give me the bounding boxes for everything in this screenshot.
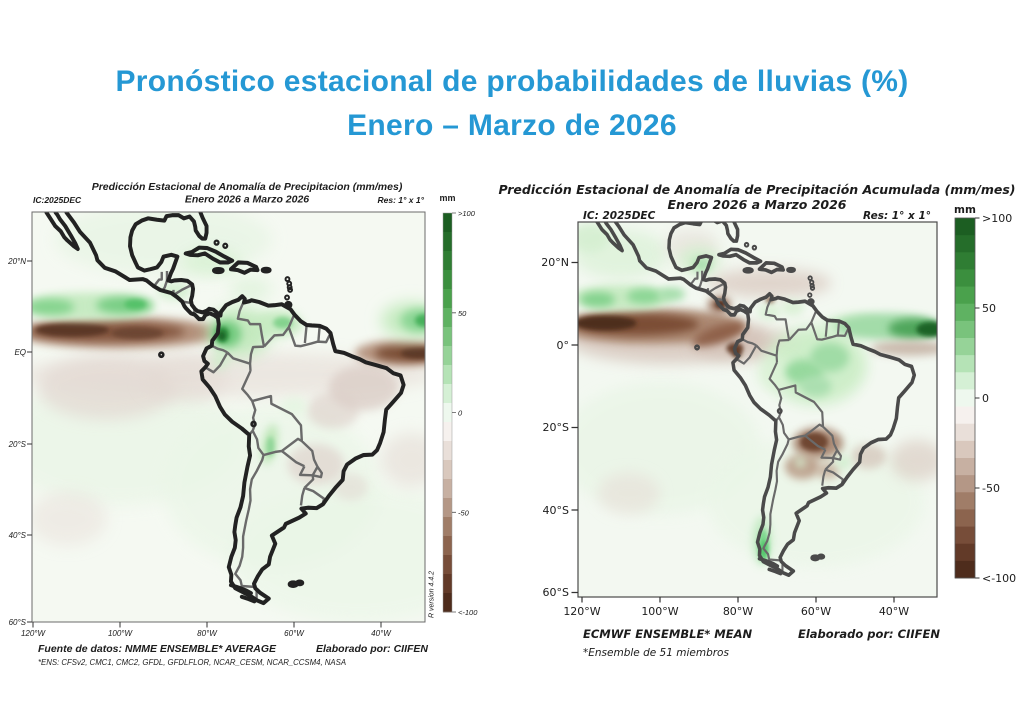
left-map-resolution-label: Res: 1° x 1° <box>378 195 425 205</box>
left-lat-tick: EQ <box>14 348 26 357</box>
left-lon-tick: 100°W <box>108 629 134 638</box>
right-colorbar-label: <-100 <box>982 572 1016 585</box>
right-lon-tick: 80°W <box>723 605 753 618</box>
left-lon-tick: 40°W <box>371 629 392 638</box>
left-source-label: Fuente de datos: NMME ENSEMBLE* AVERAGE <box>38 643 277 655</box>
right-lat-tick: 40°S <box>543 504 569 517</box>
right-ensemble-note: *Ensemble de 51 miembros <box>583 647 729 659</box>
right-map-resolution-label: Res: 1° x 1° <box>863 210 931 222</box>
right-colorbar: mm >100 50 0 -50 <-100 <box>954 204 1016 585</box>
right-map-title-line2: Enero 2026 a Marzo 2026 <box>668 197 847 212</box>
left-map-title-line2: Enero 2026 a Marzo 2026 <box>185 194 309 206</box>
left-map-frame <box>31 211 426 623</box>
right-colorbar-gradient <box>955 218 975 579</box>
left-colorbar: mm >100 50 0 -50 <-100 <box>439 193 478 617</box>
left-lat-tick: 40°S <box>9 531 27 540</box>
left-colorbar-ticks <box>452 212 456 613</box>
left-lat-tick: 20°S <box>8 440 27 449</box>
left-lat-tick: 60°S <box>9 618 27 627</box>
left-colorbar-unit: mm <box>439 193 455 203</box>
right-lon-tick: 100°W <box>641 605 678 618</box>
right-lon-tick: 60°W <box>801 605 831 618</box>
left-lat-tick: 20°N <box>7 257 26 266</box>
right-credit-label: Elaborado por: CIIFEN <box>798 627 940 641</box>
right-lat-tick: 0° <box>557 339 570 352</box>
left-colorbar-label: <-100 <box>458 608 478 617</box>
right-colorbar-label: 50 <box>982 302 996 315</box>
left-lon-tick: 60°W <box>284 629 305 638</box>
right-lat-tick: 20°N <box>541 256 569 269</box>
left-map-title-line1: Predicción Estacional de Anomalía de Pre… <box>92 181 403 193</box>
right-axis-tick-marks <box>571 261 895 603</box>
left-axis-tick-marks <box>27 260 382 628</box>
right-lon-tick: 40°W <box>879 605 909 618</box>
right-source-label: ECMWF ENSEMBLE* MEAN <box>583 627 753 641</box>
right-map-panel: Predicción Estacional de Anomalía de Pre… <box>498 182 1016 659</box>
r-version-label: R version 4.4.2 <box>429 571 436 618</box>
page-title-line2: Enero – Marzo de 2026 <box>347 109 677 142</box>
left-colorbar-label: 50 <box>458 309 467 318</box>
right-lat-tick: 20°S <box>543 421 569 434</box>
left-lon-tick: 120°W <box>21 629 47 638</box>
left-lon-tick: 80°W <box>197 629 218 638</box>
right-colorbar-label: 0 <box>982 392 989 405</box>
left-colorbar-label: 0 <box>458 409 463 418</box>
left-colorbar-label: -50 <box>458 508 470 517</box>
right-colorbar-ticks <box>975 217 980 579</box>
left-map-panel: Predicción Estacional de Anomalía de Pre… <box>7 181 478 667</box>
right-lat-tick: 60°S <box>543 586 569 599</box>
right-colorbar-label: -50 <box>982 482 1000 495</box>
page-header: Pronóstico estacional de probabilidades … <box>115 65 908 142</box>
left-ensemble-note: *ENS: CFSv2, CMC1, CMC2, GFDL, GFDLFLOR,… <box>38 658 346 667</box>
right-colorbar-unit: mm <box>954 204 976 216</box>
right-colorbar-label: >100 <box>982 212 1012 225</box>
left-colorbar-label: >100 <box>458 209 476 218</box>
right-map-init-condition-label: IC: 2025DEC <box>583 210 656 222</box>
left-credit-label: Elaborado por: CIIFEN <box>316 643 428 655</box>
left-colorbar-gradient <box>443 213 452 613</box>
right-map-title-line1: Predicción Estacional de Anomalía de Pre… <box>498 182 1015 197</box>
page-title-line1: Pronóstico estacional de probabilidades … <box>115 65 908 98</box>
right-lon-tick: 120°W <box>563 605 600 618</box>
right-map-frame <box>577 221 938 598</box>
left-map-init-condition-label: IC:2025DEC <box>33 195 82 205</box>
